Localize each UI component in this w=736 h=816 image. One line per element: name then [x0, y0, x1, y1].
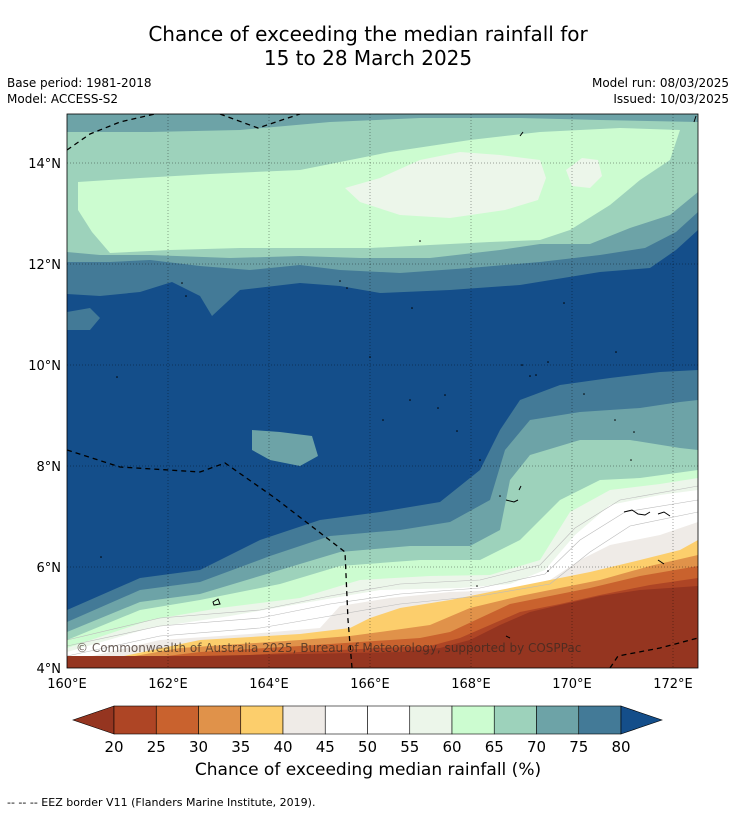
colorbar-segment — [240, 705, 284, 735]
contour-lines — [67, 485, 698, 657]
colorbar-label: 65 — [485, 738, 504, 756]
lon-tick-label: 162°E — [148, 677, 188, 692]
colorbar-label: 20 — [104, 738, 123, 756]
colorbar-segment — [578, 705, 622, 735]
colorbar-segment — [409, 705, 453, 735]
lat-tick-label: 10°N — [28, 359, 61, 374]
colorbar-segment — [155, 705, 199, 735]
lat-tick-label: 12°N — [28, 258, 61, 273]
lon-tick-label: 160°E — [47, 677, 87, 692]
colorbar-segments — [113, 705, 622, 735]
colorbar-title: Chance of exceeding median rainfall (%) — [194, 760, 542, 780]
colorbar-label: 60 — [442, 738, 461, 756]
colorbar-labels: 20 25 30 35 40 45 50 55 60 65 70 75 80 — [104, 738, 630, 756]
colorbar-label: 30 — [189, 738, 208, 756]
band-below-20-south — [67, 586, 698, 668]
map-gridlines — [67, 114, 698, 668]
island-coastlines — [212, 115, 697, 639]
colorbar-segment — [493, 705, 537, 735]
lat-tick-label: 8°N — [37, 460, 62, 475]
colorbar-label: 40 — [273, 738, 292, 756]
lat-tick-label: 6°N — [37, 561, 62, 576]
colorbar-segment — [198, 705, 242, 735]
lon-tick-label: 172°E — [653, 677, 693, 692]
lat-tick-label: 4°N — [37, 662, 62, 677]
lat-tick-label: 14°N — [28, 157, 61, 172]
colorbar-segment — [282, 705, 326, 735]
colorbar-segment — [113, 705, 157, 735]
longitude-axis: 160°E 162°E 164°E 166°E 168°E 170°E 172°… — [47, 677, 693, 692]
model-name: Model: ACCESS-S2 — [7, 92, 119, 106]
band-70-75-patch — [252, 430, 318, 466]
issued-date: Issued: 10/03/2025 — [613, 92, 729, 106]
colorbar-segment — [324, 705, 368, 735]
band-75-80-patch — [67, 308, 100, 330]
eez-footnote: -- -- -- EEZ border V11 (Flanders Marine… — [7, 796, 316, 809]
title-line-2: 15 to 28 March 2025 — [263, 46, 473, 70]
colorbar-label: 50 — [358, 738, 377, 756]
colorbar-label: 75 — [569, 738, 588, 756]
colorbar-label: 35 — [231, 738, 250, 756]
eez-borders — [67, 114, 698, 668]
colorbar-arrow-high — [620, 705, 663, 735]
colorbar-segment — [536, 705, 580, 735]
band-55-60-north-small — [566, 158, 602, 188]
latitude-axis: 4°N 6°N 8°N 10°N 12°N 14°N — [28, 157, 61, 677]
lon-tick-label: 168°E — [451, 677, 491, 692]
model-run: Model run: 08/03/2025 — [591, 76, 729, 90]
colorbar-label: 70 — [527, 738, 546, 756]
meta-right: Model run: 08/03/2025 Issued: 10/03/2025 — [592, 75, 729, 107]
colorbar: 20 25 30 35 40 45 50 55 60 65 70 75 80 — [72, 705, 663, 756]
colorbar-label: 45 — [316, 738, 335, 756]
meta-left: Base period: 1981-2018 Model: ACCESS-S2 — [7, 75, 152, 107]
colorbar-label: 55 — [400, 738, 419, 756]
base-period: Base period: 1981-2018 — [7, 76, 152, 90]
band-55-60-north — [345, 152, 546, 218]
title-line-1: Chance of exceeding the median rainfall … — [148, 22, 588, 46]
map-copyright: © Commonwealth of Australia 2025, Bureau… — [76, 641, 581, 655]
lon-tick-label: 166°E — [350, 677, 390, 692]
rainfall-map: © Commonwealth of Australia 2025, Bureau… — [67, 114, 698, 668]
colorbar-label: 25 — [147, 738, 166, 756]
colorbar-segment — [367, 705, 411, 735]
colorbar-label: 80 — [611, 738, 630, 756]
lon-tick-label: 170°E — [552, 677, 592, 692]
map-frame — [66, 113, 699, 669]
colorbar-arrow-low — [72, 705, 115, 735]
island-dots — [100, 240, 635, 587]
map-title: Chance of exceeding the median rainfall … — [0, 22, 736, 70]
colorbar-segment — [451, 705, 495, 735]
lon-tick-label: 164°E — [249, 677, 289, 692]
